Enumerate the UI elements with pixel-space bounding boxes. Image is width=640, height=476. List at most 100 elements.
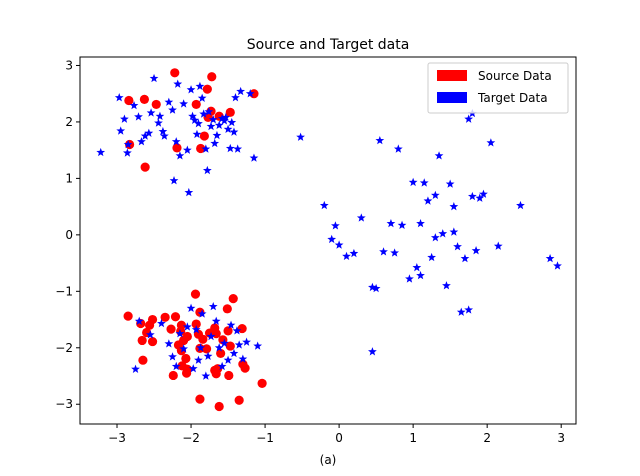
legend: Source Data Target Data <box>427 62 569 114</box>
target-data-point <box>168 352 177 361</box>
source-data-point <box>234 395 244 405</box>
target-data-point <box>456 307 466 316</box>
target-data-point <box>233 144 243 153</box>
target-data-point <box>149 73 159 83</box>
target-data-point <box>331 221 340 230</box>
legend-label-target: Target Data <box>477 91 548 105</box>
target-data-point <box>249 153 259 162</box>
target-data-point <box>179 99 189 108</box>
target-data-point <box>449 202 459 211</box>
source-data-point <box>257 378 267 388</box>
target-data-point <box>430 233 440 242</box>
target-data-point <box>375 135 385 145</box>
target-data-point <box>204 107 214 116</box>
target-data-point <box>188 111 197 121</box>
legend-swatch-source <box>437 70 467 81</box>
x-tick-label: −1 <box>256 431 274 445</box>
target-data-point <box>234 340 244 349</box>
target-data-point <box>327 234 337 244</box>
target-data-point <box>442 281 451 290</box>
target-data-point <box>155 111 165 121</box>
source-data-point <box>240 363 250 373</box>
target-data-point <box>197 309 207 318</box>
target-data-point <box>408 177 418 187</box>
source-data-point <box>196 143 206 154</box>
target-data-point <box>427 252 437 262</box>
y-tick-label: 2 <box>65 115 73 129</box>
target-data-point <box>449 227 459 236</box>
source-data-point <box>224 370 234 381</box>
target-data-point <box>553 261 562 270</box>
source-data-point <box>140 162 150 172</box>
target-data-point <box>232 326 242 335</box>
target-data-point <box>493 241 503 250</box>
target-data-point <box>225 143 235 153</box>
target-data-point <box>356 213 366 222</box>
target-data-point <box>208 115 218 124</box>
source-data-point <box>214 401 224 412</box>
target-data-point <box>199 109 208 118</box>
source-data-point <box>198 334 208 344</box>
source-data-point <box>228 294 238 304</box>
target-data-point <box>393 144 403 153</box>
target-data-point <box>438 229 448 238</box>
x-axis-label: (a) <box>320 453 337 467</box>
target-data-point <box>405 274 414 283</box>
target-data-point <box>386 218 396 228</box>
target-data-point <box>486 138 496 147</box>
x-axis: −3 −2 −1 0 1 2 3 <box>108 424 565 445</box>
source-data-point <box>170 312 181 322</box>
source-data-point <box>123 311 133 321</box>
source-data-point <box>160 312 170 322</box>
target-data-point <box>349 248 359 258</box>
target-data-point <box>116 126 126 135</box>
target-data-point <box>223 124 233 133</box>
source-data-point <box>172 143 182 153</box>
target-data-point <box>164 97 174 106</box>
target-data-point <box>123 148 132 157</box>
target-data-point <box>158 126 168 136</box>
target-data-point <box>516 200 525 210</box>
source-data-point <box>168 370 178 381</box>
target-data-point <box>460 253 470 263</box>
source-data-point <box>147 336 158 347</box>
source-data-point <box>199 131 209 141</box>
source-data-point <box>182 368 192 378</box>
y-tick-label: 3 <box>65 58 73 72</box>
target-data-point <box>296 132 305 141</box>
target-data-point <box>467 191 477 201</box>
source-data-point <box>191 319 201 329</box>
x-tick-label: 3 <box>557 431 565 445</box>
target-data-point <box>145 330 155 339</box>
target-data-point <box>179 344 189 353</box>
target-data-point <box>229 127 239 136</box>
target-data-point <box>186 303 196 312</box>
source-data-point <box>147 314 158 325</box>
target-data-point <box>182 322 192 331</box>
target-data-point <box>201 144 211 153</box>
target-data-point <box>242 337 251 346</box>
legend-label-source: Source Data <box>478 69 552 83</box>
target-data-point <box>186 85 196 94</box>
source-data-point <box>181 353 191 364</box>
x-tick-label: −2 <box>182 431 200 445</box>
target-data-point <box>464 305 474 314</box>
target-data-point <box>423 196 433 205</box>
target-data-point <box>137 137 146 146</box>
target-data-point <box>226 320 236 329</box>
target-data-point <box>334 240 344 249</box>
target-data-point <box>416 270 425 280</box>
target-data-point <box>227 117 237 127</box>
target-data-point <box>253 341 263 350</box>
source-data-point <box>137 335 147 346</box>
target-data-point <box>210 138 220 148</box>
target-data-point <box>131 364 140 373</box>
target-data-point <box>197 93 207 102</box>
target-data-point <box>157 318 166 328</box>
target-data-point <box>475 193 485 202</box>
y-tick-label: 1 <box>65 171 73 185</box>
target-data-point <box>342 251 351 261</box>
target-data-point <box>114 93 124 102</box>
target-data-point <box>416 218 425 228</box>
target-data-point <box>206 121 216 131</box>
